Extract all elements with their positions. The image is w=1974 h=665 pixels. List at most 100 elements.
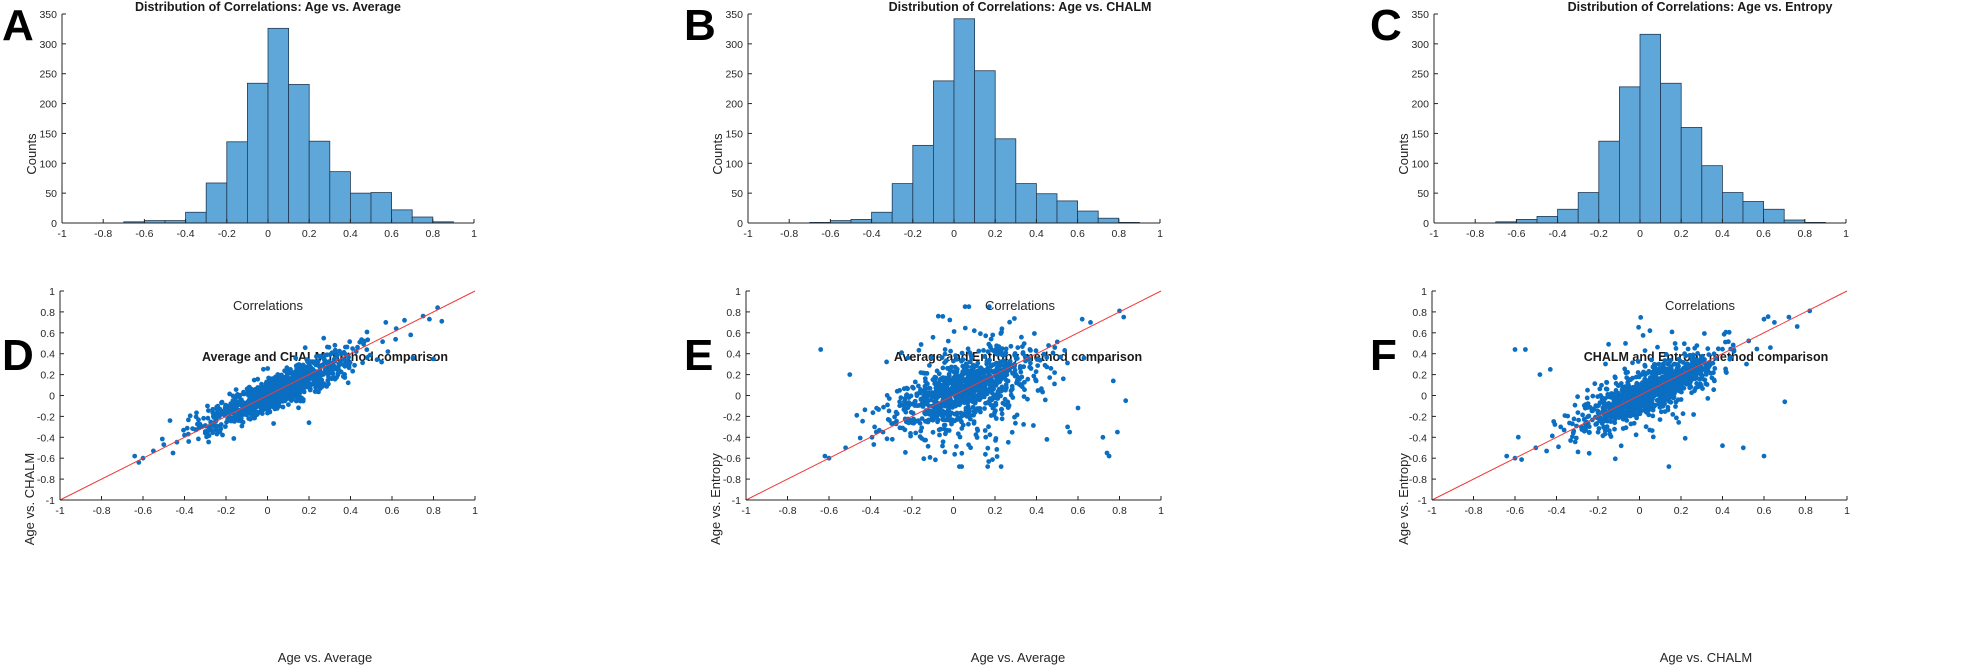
scatter-point: [197, 421, 203, 427]
x-axis-label: Age vs. Average: [971, 650, 1065, 665]
y-tick-label: 350: [1411, 9, 1429, 21]
scatter-point: [1022, 387, 1027, 393]
scatter-point: [261, 366, 266, 372]
scatter-point: [971, 420, 977, 426]
scatter-point: [1008, 343, 1014, 349]
scatter-point: [929, 355, 934, 361]
scatter-point: [190, 426, 196, 431]
scatter-point: [269, 382, 275, 387]
scatter-point: [959, 350, 965, 356]
x-tick-label: -1: [741, 505, 750, 517]
scatter-point: [226, 417, 232, 423]
scatter-point: [1675, 388, 1681, 393]
y-tick-label: 0: [735, 391, 741, 403]
scatter-point: [1028, 360, 1033, 366]
scatter-point: [971, 399, 977, 404]
x-tick-label: -0.8: [778, 505, 796, 517]
scatter-point: [960, 369, 966, 375]
scatter-point: [954, 444, 959, 449]
scatter-point: [1025, 396, 1030, 402]
scatter-point: [251, 403, 257, 409]
scatter-point: [1612, 391, 1618, 396]
x-tick-label: -0.2: [903, 505, 921, 517]
scatter-point: [1519, 457, 1524, 462]
scatter-point: [892, 414, 897, 420]
scatter-point: [1630, 411, 1635, 417]
scatter-point: [255, 376, 261, 382]
scatter-point: [1603, 361, 1608, 367]
scatter-point: [923, 437, 928, 443]
scatter-point: [1570, 434, 1575, 439]
scatter-point: [307, 362, 312, 367]
scatter-point: [1684, 381, 1689, 387]
scatter-point: [321, 355, 327, 361]
scatter-point: [291, 371, 297, 376]
y-tick-label: -0.8: [723, 474, 741, 486]
scatter-point: [919, 416, 925, 421]
scatter-point: [364, 355, 370, 361]
x-tick-label: -0.4: [1549, 228, 1567, 240]
y-tick-label: 0.2: [726, 370, 741, 382]
x-tick-label: 1: [472, 505, 478, 517]
scatter-point: [953, 353, 958, 358]
scatter-point: [999, 411, 1005, 417]
scatter-point: [1580, 412, 1585, 418]
scatter-point: [276, 402, 282, 407]
scatter-point: [1618, 381, 1624, 386]
scatter-point: [1015, 345, 1021, 350]
y-axis-label: Age vs. CHALM: [22, 453, 37, 545]
scatter-point: [1625, 380, 1631, 385]
scatter-point: [1065, 360, 1070, 366]
scatter-point: [1599, 421, 1605, 426]
scatter-point: [364, 329, 370, 335]
scatter-point: [1682, 435, 1688, 441]
scatter-point: [1709, 375, 1715, 381]
scatter-point: [943, 428, 949, 434]
scatter-point: [360, 360, 365, 366]
histogram-bar: [1763, 208, 1785, 224]
scatter-point: [214, 407, 220, 413]
scatter-point: [982, 370, 987, 375]
scatter-point: [1642, 362, 1648, 368]
scatter-point: [1700, 386, 1705, 391]
scatter-point: [889, 436, 895, 442]
scatter-point: [306, 383, 311, 388]
scatter-point: [1050, 350, 1056, 356]
y-tick-label: 200: [1411, 99, 1429, 111]
scatter-point: [885, 417, 891, 422]
scatter-point: [214, 431, 220, 437]
y-tick-label: 0: [51, 218, 57, 230]
scatter-point: [344, 360, 350, 366]
x-tick-label: 0: [265, 505, 271, 517]
scatter-point: [942, 351, 948, 357]
scatter-point: [960, 363, 966, 369]
x-tick-label: 0.6: [385, 505, 400, 517]
scatter-point: [1600, 433, 1606, 439]
scatter-point: [986, 360, 992, 366]
scatter-point: [1675, 364, 1681, 369]
scatter-point: [1010, 395, 1016, 400]
scatter-point: [999, 329, 1004, 335]
scatter-point: [1772, 320, 1777, 325]
scatter-point: [1572, 439, 1578, 445]
scatter-point: [1611, 398, 1617, 404]
scatter-point: [966, 371, 972, 377]
scatter-point: [1585, 405, 1590, 410]
scatter-point: [1606, 341, 1611, 347]
scatter-point: [1081, 355, 1087, 361]
scatter-point: [1628, 421, 1634, 427]
x-tick-label: 0.6: [384, 228, 399, 240]
scatter-point: [1668, 399, 1674, 405]
scatter-point: [1657, 378, 1662, 383]
scatter-point: [1585, 414, 1591, 420]
scatter-point: [1655, 344, 1660, 350]
scatter-point: [898, 395, 904, 401]
scatter-point: [952, 451, 958, 457]
x-tick-label: -0.4: [861, 505, 879, 517]
histogram-bar: [974, 70, 996, 224]
scatter-point: [962, 325, 968, 331]
scatter-point: [1761, 316, 1767, 322]
scatter-point: [916, 383, 921, 389]
scatter-point: [1723, 329, 1729, 335]
scatter-point: [921, 456, 927, 462]
